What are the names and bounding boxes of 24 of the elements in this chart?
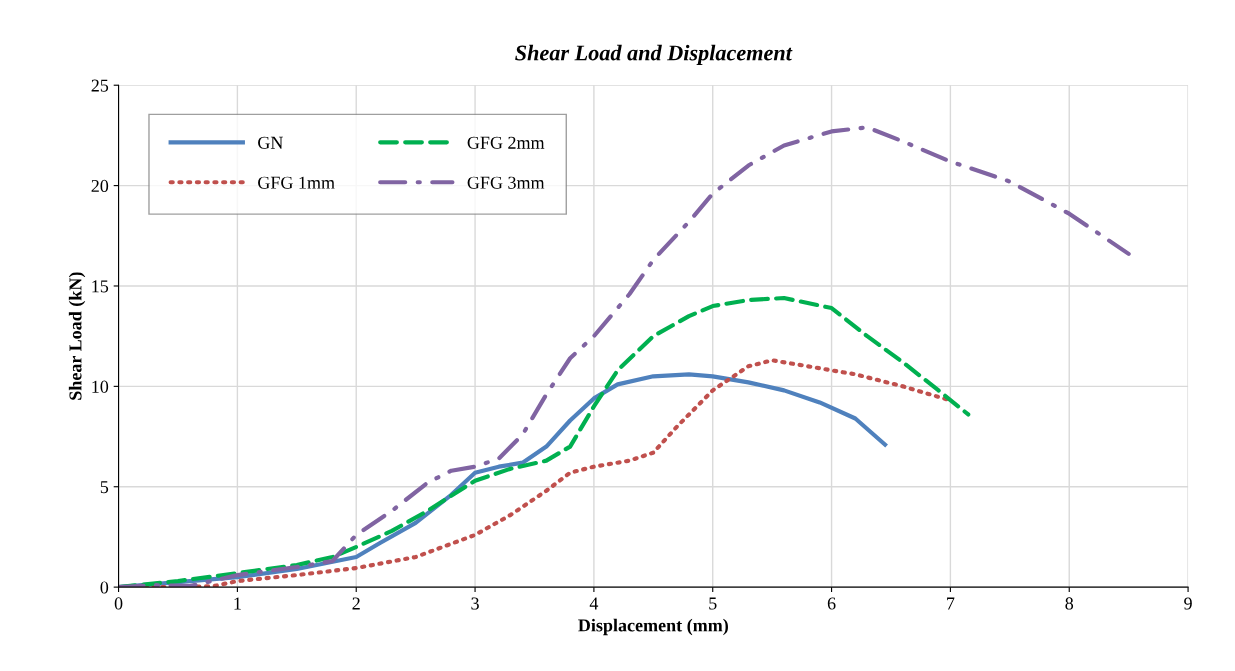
y-tick-label: 0 xyxy=(100,581,109,594)
legend-label: GFG 2mm xyxy=(467,136,545,149)
x-tick-label: 6 xyxy=(827,597,836,610)
x-tick-label: 1 xyxy=(234,597,241,610)
y-tick-label: 15 xyxy=(92,280,109,293)
legend-label: GFG 1mm xyxy=(258,176,335,189)
x-tick-label: 3 xyxy=(471,597,479,610)
y-tick-label: 5 xyxy=(100,481,109,494)
y-tick-label: 20 xyxy=(91,179,109,193)
x-tick-label: 8 xyxy=(1065,597,1074,610)
y-axis-title: Shear Load (kN) xyxy=(68,272,86,400)
chart-title: Shear Load and Displacement xyxy=(515,44,793,65)
x-tick-label: 7 xyxy=(947,597,955,610)
legend-label: GN xyxy=(258,136,283,149)
y-tick-label: 25 xyxy=(91,79,109,92)
x-tick-label: 4 xyxy=(589,597,599,610)
line-series xyxy=(118,125,1131,588)
x-axis-title: Displacement (mm) xyxy=(578,618,728,636)
x-tick-label: 0 xyxy=(114,597,123,610)
x-tick-label: 5 xyxy=(709,597,717,610)
legend-label: GFG 3mm xyxy=(467,176,545,189)
y-tick-label: 10 xyxy=(92,380,109,393)
x-tick-label: 2 xyxy=(352,597,360,610)
x-tick-label: 9 xyxy=(1184,597,1192,610)
